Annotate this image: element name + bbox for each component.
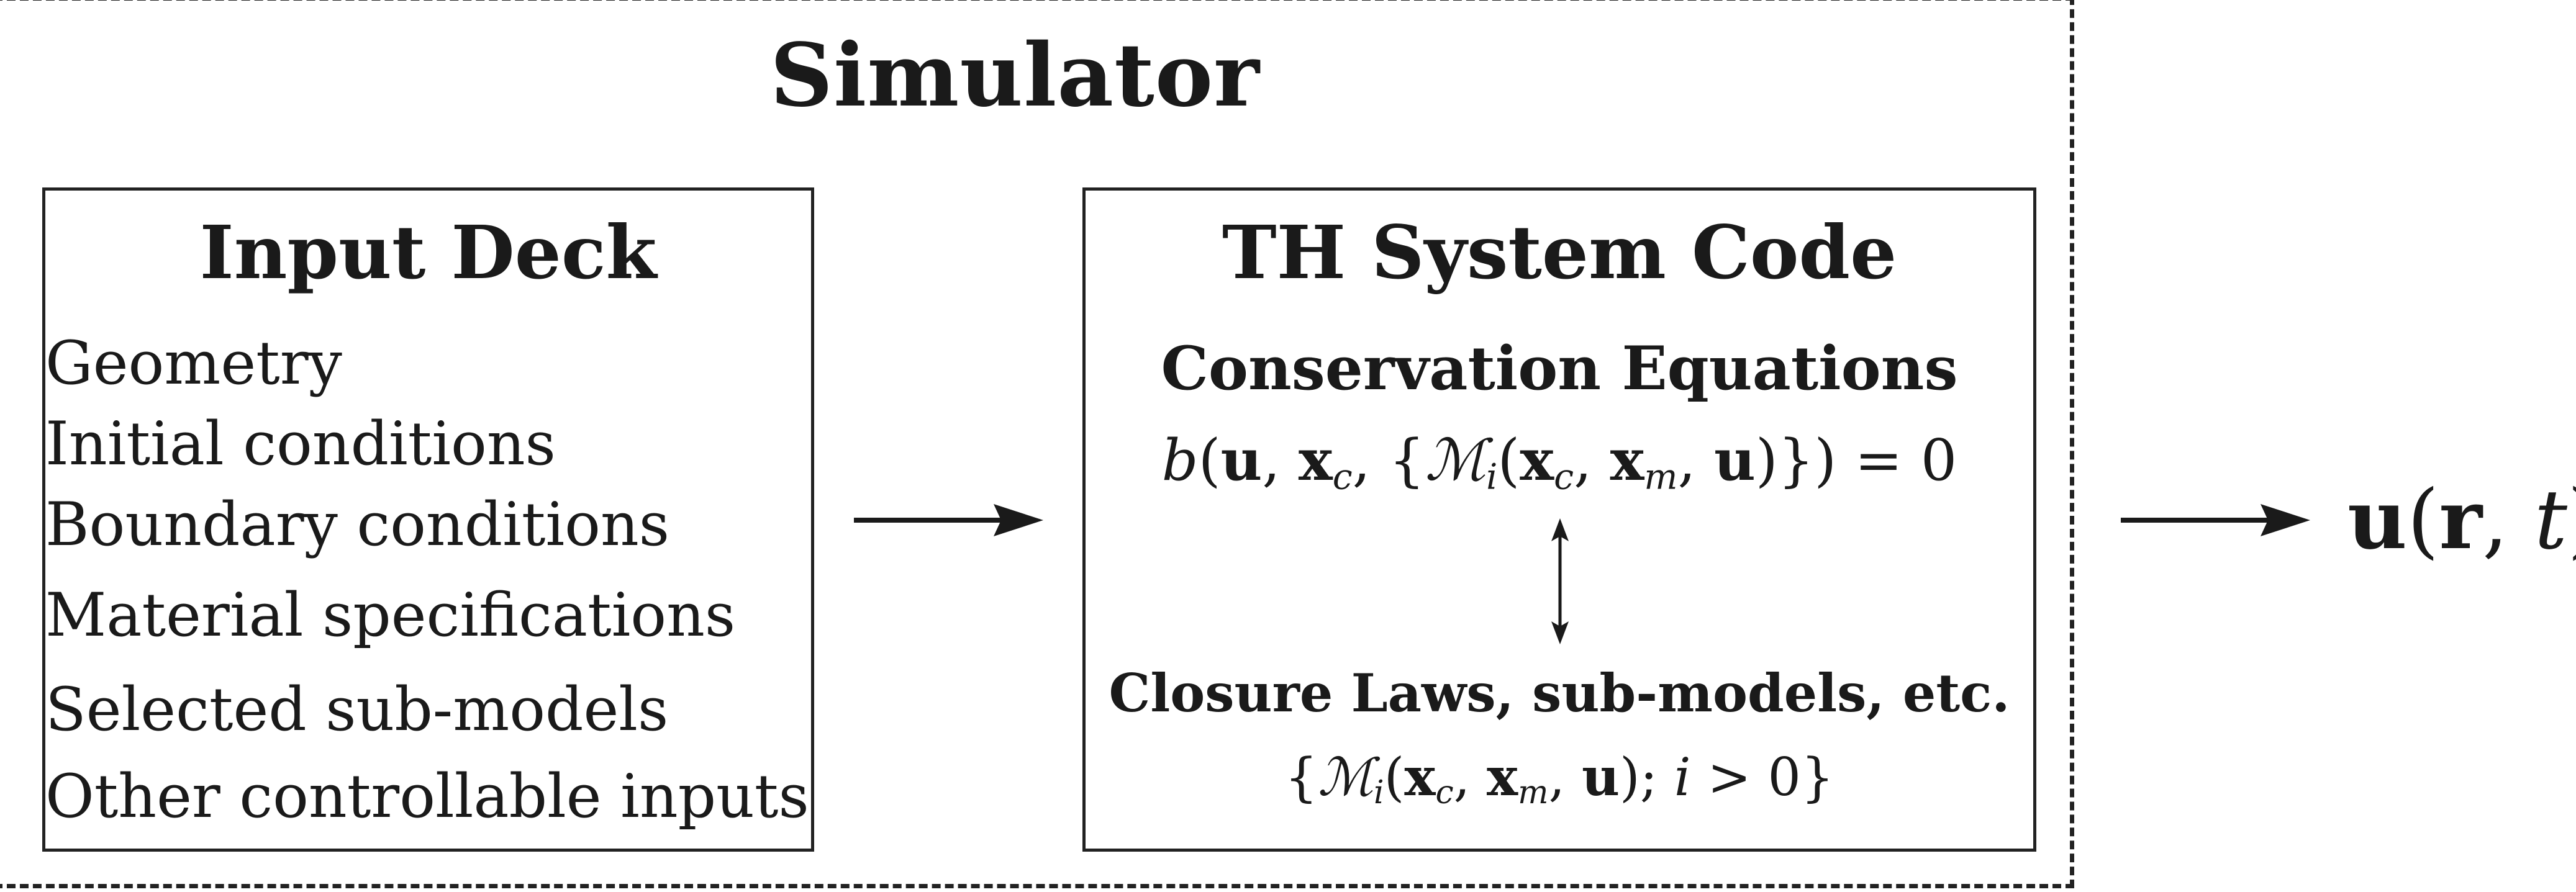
- input-deck-item-other-inputs: Other controllable inputs: [45, 762, 809, 831]
- input-deck-item-material-specifications: Material specifications: [45, 580, 736, 650]
- arrow-deck-to-code: [854, 504, 1043, 536]
- conservation-equation: b(u, xc, {ℳi(xc, xm, u)}) = 0: [1161, 426, 1957, 498]
- input-deck-item-selected-sub-models: Selected sub-models: [45, 675, 669, 744]
- input-deck-title: Input Deck: [199, 209, 657, 295]
- simulator-title: Simulator: [770, 25, 1260, 127]
- th-system-code-title: TH System Code: [1222, 209, 1897, 295]
- output-variable: u(r, t): [2347, 472, 2576, 568]
- closure-laws-title: Closure Laws, sub-models, etc.: [1109, 662, 2010, 724]
- input-deck-box: Input Deck Geometry Initial conditions B…: [42, 187, 814, 852]
- conservation-equations-title: Conservation Equations: [1161, 333, 1958, 403]
- input-deck-item-boundary-conditions: Boundary conditions: [45, 490, 670, 559]
- arrow-conservation-closure: [1551, 518, 1569, 644]
- input-deck-item-geometry: Geometry: [45, 328, 342, 398]
- input-deck-item-initial-conditions: Initial conditions: [45, 409, 556, 479]
- arrow-code-to-output: [2121, 504, 2310, 536]
- th-system-code-box: TH System Code Conservation Equations b(…: [1082, 187, 2036, 852]
- closure-equation: {ℳi(xc, xm, u); i > 0}: [1284, 746, 1834, 812]
- simulator-boundary: [0, 0, 2074, 888]
